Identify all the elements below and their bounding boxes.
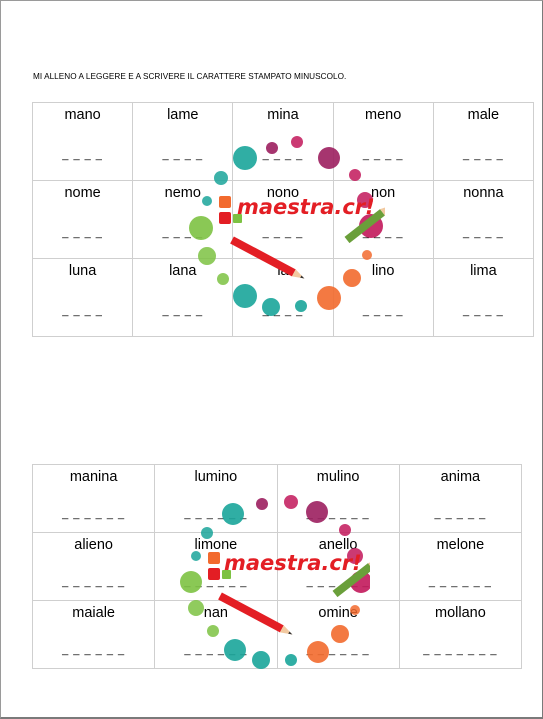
word-label: lana bbox=[169, 263, 197, 279]
word-label: nan bbox=[203, 605, 228, 621]
word-cell: melone _ _ _ _ _ _ bbox=[398, 532, 523, 601]
word-cell: lame _ _ _ _ bbox=[132, 102, 234, 181]
word-cell: anima _ _ _ _ _ bbox=[398, 464, 523, 533]
write-blank: _ _ _ _ bbox=[463, 227, 504, 239]
write-blank: _ _ _ _ _ _ bbox=[184, 508, 248, 520]
table-row: manina _ _ _ _ _ _ lumino _ _ _ _ _ _ muli… bbox=[31, 464, 523, 533]
word-cell: nono _ _ _ _ bbox=[232, 180, 334, 259]
word-cell: lumino _ _ _ _ _ _ bbox=[154, 464, 278, 533]
word-label: lame bbox=[167, 107, 199, 123]
word-cell: male _ _ _ _ bbox=[432, 102, 535, 181]
write-blank: _ _ _ _ bbox=[62, 305, 103, 317]
word-label: nome bbox=[64, 185, 101, 201]
word-cell: non _ _ _ _ bbox=[332, 180, 434, 259]
word-cell: luna _ _ _ _ bbox=[31, 258, 134, 337]
write-blank: _ _ _ _ bbox=[62, 149, 103, 161]
word-cell: nan _ _ _ _ _ _ bbox=[154, 600, 278, 669]
word-cell: lana _ _ _ _ bbox=[132, 258, 234, 337]
word-label: mulino bbox=[316, 469, 360, 485]
word-label: lumino bbox=[194, 469, 238, 485]
write-blank: _ _ _ _ _ _ bbox=[184, 644, 248, 656]
word-label: mollano bbox=[434, 605, 486, 621]
word-label: male bbox=[467, 107, 500, 123]
word-cell: meno _ _ _ _ bbox=[332, 102, 434, 181]
write-blank: _ _ _ _ _ _ bbox=[62, 644, 126, 656]
table-row: nome _ _ _ _ nemo _ _ _ _ nono _ _ _ _ non _… bbox=[31, 180, 535, 259]
write-blank: _ _ _ _ bbox=[62, 227, 103, 239]
word-label: la bbox=[277, 263, 289, 279]
write-blank: _ _ _ _ bbox=[162, 305, 204, 317]
write-blank: _ _ _ _ bbox=[463, 305, 504, 317]
write-blank: _ _ _ _ _ bbox=[434, 508, 487, 520]
write-blank: _ _ _ _ bbox=[362, 305, 404, 317]
table-row: maiale _ _ _ _ _ _ nan _ _ _ _ _ _ omine _ … bbox=[31, 600, 523, 669]
word-label: alieno bbox=[74, 537, 113, 553]
write-blank: _ _ _ _ bbox=[463, 149, 504, 161]
write-blank: _ _ _ _ bbox=[162, 227, 204, 239]
table-row: luna _ _ _ _ lana _ _ _ _ la _ _ _ _ lino _ … bbox=[31, 258, 535, 337]
write-blank: _ _ _ _ _ _ bbox=[184, 576, 248, 588]
word-label: meno bbox=[365, 107, 402, 123]
write-blank: _ _ _ _ _ _ bbox=[62, 508, 126, 520]
word-cell: mulino _ _ _ _ _ _ bbox=[276, 464, 400, 533]
write-blank: _ _ _ _ bbox=[362, 227, 404, 239]
write-blank: _ _ _ _ _ _ _ bbox=[423, 644, 498, 656]
word-cell: nemo _ _ _ _ bbox=[132, 180, 234, 259]
word-label: luna bbox=[68, 263, 97, 279]
write-blank: _ _ _ _ _ _ bbox=[428, 576, 492, 588]
table-row: mano _ _ _ _ lame _ _ _ _ mina _ _ _ _ meno… bbox=[31, 102, 535, 181]
word-label: non bbox=[371, 185, 396, 201]
write-blank: _ _ _ _ bbox=[162, 149, 204, 161]
write-blank: _ _ _ _ _ _ bbox=[62, 576, 126, 588]
write-blank: _ _ _ _ bbox=[262, 305, 304, 317]
write-blank: _ _ _ _ bbox=[262, 227, 304, 239]
write-blank: _ _ _ _ bbox=[362, 149, 404, 161]
word-label: nemo bbox=[164, 185, 201, 201]
word-cell: omine _ _ _ _ _ _ bbox=[276, 600, 400, 669]
word-cell: mollano _ _ _ _ _ _ _ bbox=[398, 600, 523, 669]
word-label: mina bbox=[267, 107, 299, 123]
word-label: lima bbox=[470, 263, 497, 279]
word-cell: lino _ _ _ _ bbox=[332, 258, 434, 337]
words-table-2: manina _ _ _ _ _ _ lumino _ _ _ _ _ _ muli… bbox=[31, 464, 523, 669]
write-blank: _ _ _ _ _ _ bbox=[306, 644, 370, 656]
word-label: nonna bbox=[463, 185, 504, 201]
word-cell: la _ _ _ _ bbox=[232, 258, 334, 337]
word-label: nono bbox=[266, 185, 300, 201]
word-cell: anello _ _ _ _ _ _ bbox=[276, 532, 400, 601]
words-table-1: mano _ _ _ _ lame _ _ _ _ mina _ _ _ _ meno… bbox=[31, 102, 535, 337]
word-label: limone bbox=[194, 537, 238, 553]
word-cell: manina _ _ _ _ _ _ bbox=[31, 464, 156, 533]
word-cell: nonna _ _ _ _ bbox=[432, 180, 535, 259]
write-blank: _ _ _ _ bbox=[262, 149, 304, 161]
worksheet-heading: MI ALLENO A LEGGERE E A SCRIVERE IL CARA… bbox=[33, 72, 347, 81]
word-label: maiale bbox=[72, 605, 115, 621]
write-blank: _ _ _ _ _ _ bbox=[306, 576, 370, 588]
word-label: omine bbox=[318, 605, 358, 621]
word-cell: limone _ _ _ _ _ _ bbox=[154, 532, 278, 601]
word-label: melone bbox=[436, 537, 485, 553]
word-label: lino bbox=[371, 263, 395, 279]
word-cell: maiale _ _ _ _ _ _ bbox=[31, 600, 156, 669]
word-cell: nome _ _ _ _ bbox=[31, 180, 134, 259]
word-label: mano bbox=[64, 107, 101, 123]
word-label: manina bbox=[69, 469, 118, 485]
write-blank: _ _ _ _ _ _ bbox=[306, 508, 370, 520]
word-cell: mano _ _ _ _ bbox=[31, 102, 134, 181]
word-cell: lima _ _ _ _ bbox=[432, 258, 535, 337]
table-row: alieno _ _ _ _ _ _ limone _ _ _ _ _ _ anel… bbox=[31, 532, 523, 601]
word-cell: mina _ _ _ _ bbox=[232, 102, 334, 181]
word-label: anello bbox=[318, 537, 358, 553]
word-label: anima bbox=[440, 469, 481, 485]
word-cell: alieno _ _ _ _ _ _ bbox=[31, 532, 156, 601]
